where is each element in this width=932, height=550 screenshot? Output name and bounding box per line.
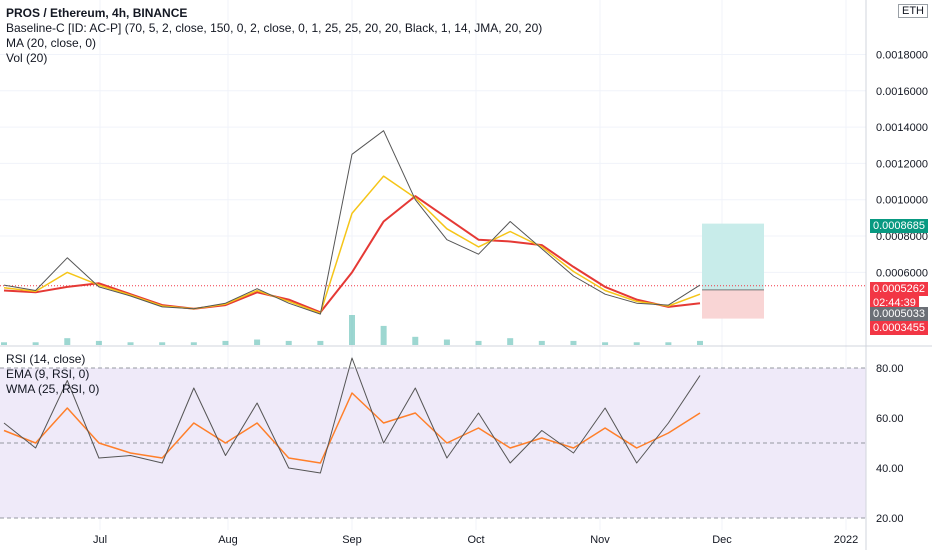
main-ytick-label: 0.0012000	[876, 158, 928, 170]
volume-bar	[1, 342, 7, 345]
volume-bar	[570, 340, 577, 345]
xtick-label: Aug	[218, 534, 238, 546]
volume-bar	[697, 340, 703, 345]
price-series	[3, 130, 701, 315]
symbol-title[interactable]: PROS / Ethereum, 4h, BINANCE	[6, 6, 188, 20]
position-zones[interactable]	[0, 223, 866, 319]
volume-bar	[380, 325, 387, 345]
volume-bar	[665, 342, 672, 345]
main-ytick-label: 0.0008000	[876, 231, 928, 243]
volume-bar	[507, 338, 514, 345]
volume-bar	[190, 342, 197, 345]
rsi-line	[3, 357, 701, 474]
wma-indicator-label[interactable]: WMA (25, RSI, 0)	[6, 382, 100, 396]
entry-price-tag: 0.0005033	[870, 307, 928, 321]
main-legend: PROS / Ethereum, 4h, BINANCE Baseline-C …	[6, 6, 542, 66]
main-ytick-label: 0.0016000	[876, 86, 928, 98]
xtick-label: Sep	[342, 534, 362, 546]
rsi-ytick-label: 60.00	[876, 413, 904, 425]
price-line	[3, 130, 701, 315]
ma-indicator-label[interactable]: MA (20, close, 0)	[6, 36, 97, 50]
target-zone	[702, 223, 764, 290]
volume-bar	[254, 339, 261, 345]
currency-label[interactable]: ETH	[898, 4, 928, 18]
volume-bar	[127, 342, 134, 345]
volume-bar	[633, 342, 640, 345]
volume-bar	[538, 340, 545, 345]
baseline-indicator-label[interactable]: Baseline-C [ID: AC-P] (70, 5, 2, close, …	[6, 21, 543, 35]
volume-bar	[32, 342, 39, 345]
rsi-ytick-label: 20.00	[876, 513, 904, 525]
volume-bar	[443, 339, 450, 345]
ma-line	[3, 195, 701, 314]
rsi-indicator-label[interactable]: RSI (14, close)	[6, 352, 86, 366]
volume-bar	[602, 342, 609, 345]
volume-bars	[1, 315, 703, 345]
stop-price-tag: 0.0003455	[870, 321, 928, 335]
xtick-label: 2022	[834, 534, 858, 546]
main-ytick-label: 0.0014000	[876, 122, 928, 134]
rsi-series	[3, 357, 701, 474]
last-price-tag: 0.0005262	[870, 282, 928, 296]
volume-bar	[95, 340, 102, 345]
xtick-label: Nov	[590, 534, 610, 546]
volume-bar	[475, 340, 482, 345]
volume-bar	[64, 338, 71, 345]
volume-bar	[159, 342, 166, 345]
volume-indicator-label[interactable]: Vol (20)	[6, 51, 48, 65]
main-ytick-label: 0.0006000	[876, 267, 928, 279]
volume-bar	[317, 340, 324, 345]
rsi-band	[0, 367, 866, 519]
stop-zone	[702, 289, 764, 319]
rsi-ema-line	[3, 392, 701, 464]
volume-bar	[412, 336, 419, 345]
volume-bar	[285, 340, 292, 345]
rsi-ytick-label: 80.00	[876, 363, 904, 375]
main-ytick-label: 0.0010000	[876, 195, 928, 207]
xtick-label: Jul	[93, 534, 107, 546]
ema-indicator-label[interactable]: EMA (9, RSI, 0)	[6, 367, 90, 381]
xtick-label: Oct	[467, 534, 484, 546]
rsi-ytick-label: 40.00	[876, 463, 904, 475]
main-ytick-label: 0.0018000	[876, 49, 928, 61]
rsi-legend: RSI (14, close) EMA (9, RSI, 0) WMA (25,…	[6, 352, 99, 397]
countdown-tag: 02:44:39	[870, 296, 919, 310]
xtick-label: Dec	[712, 534, 732, 546]
jma-line	[3, 175, 701, 314]
volume-bar	[222, 340, 229, 345]
target-price-tag: 0.0008685	[870, 219, 928, 233]
volume-bar	[349, 315, 355, 345]
